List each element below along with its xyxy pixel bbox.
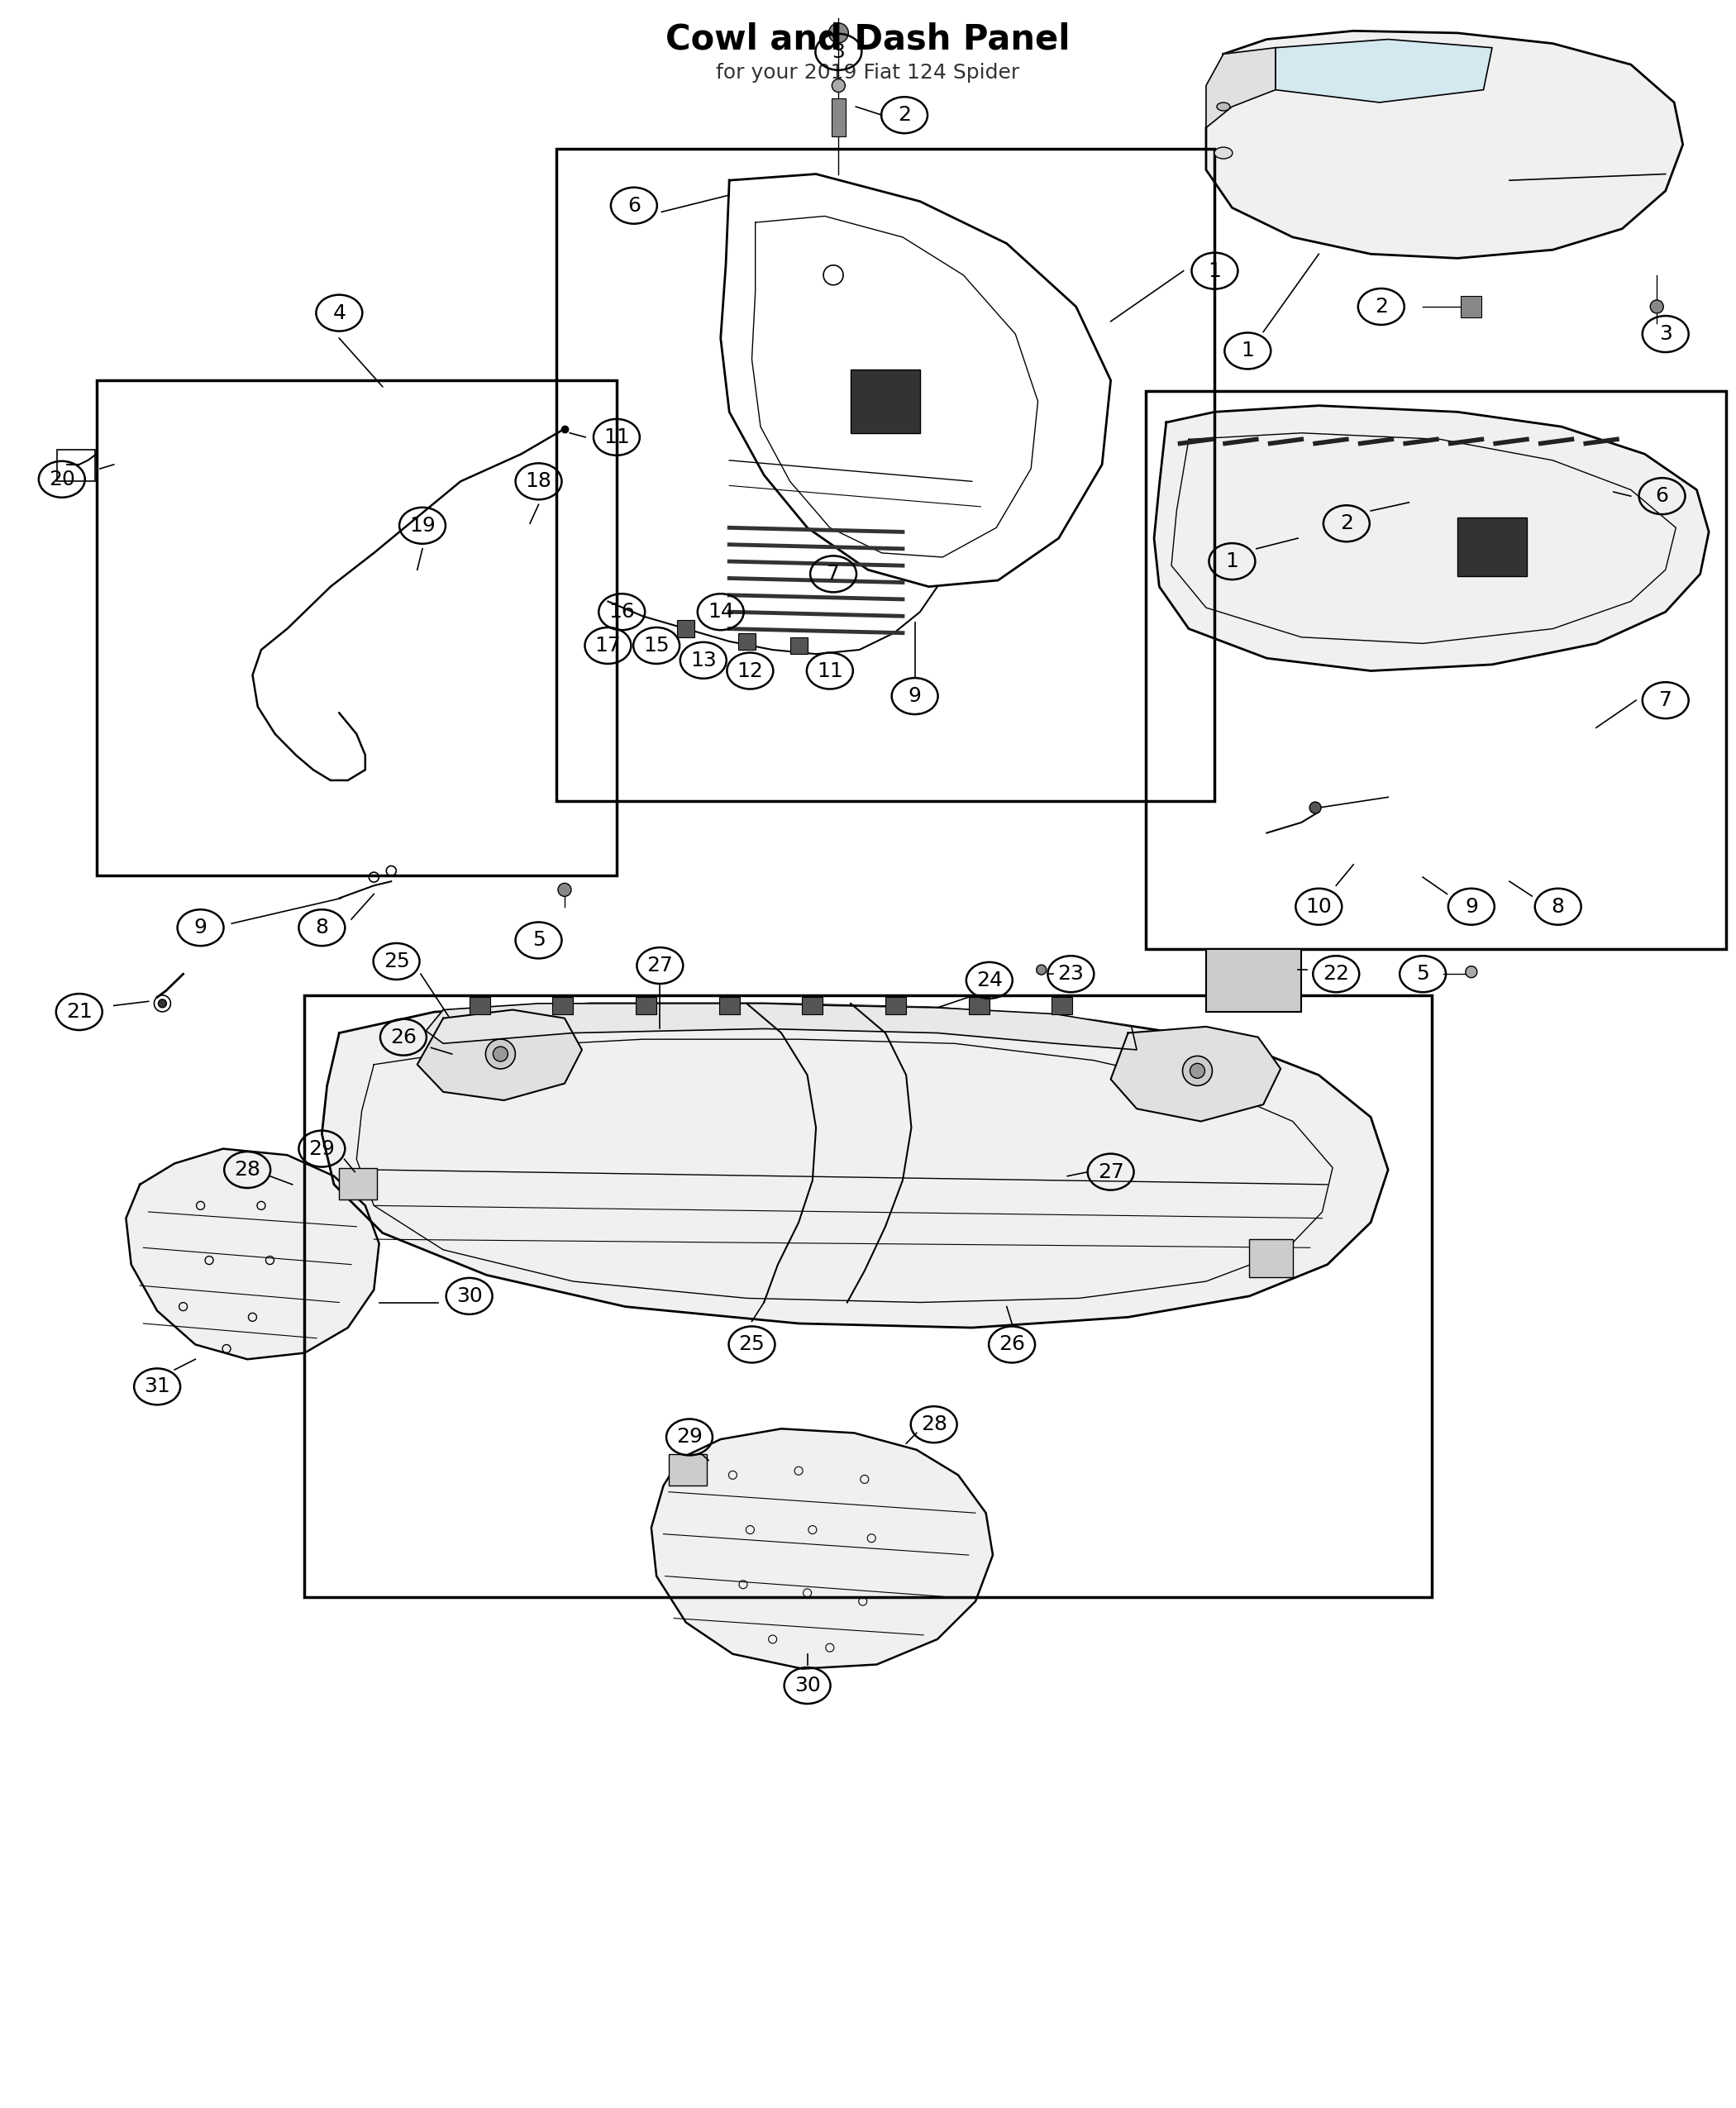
Polygon shape <box>651 1429 993 1670</box>
Bar <box>790 637 807 653</box>
Text: 4: 4 <box>333 304 345 323</box>
Bar <box>832 99 845 137</box>
Text: 14: 14 <box>708 603 734 622</box>
Bar <box>57 449 95 481</box>
Text: 9: 9 <box>908 687 922 706</box>
Polygon shape <box>127 1149 378 1360</box>
Circle shape <box>1651 299 1663 314</box>
Circle shape <box>1182 1056 1212 1086</box>
Bar <box>738 632 755 649</box>
Ellipse shape <box>1213 148 1233 158</box>
Bar <box>719 997 740 1014</box>
Text: 5: 5 <box>1417 963 1429 984</box>
Text: 2: 2 <box>898 105 911 124</box>
Text: 27: 27 <box>1097 1162 1123 1183</box>
Text: 21: 21 <box>66 1001 92 1022</box>
Circle shape <box>486 1039 516 1069</box>
Bar <box>552 997 573 1014</box>
Polygon shape <box>1111 1027 1281 1121</box>
Text: 6: 6 <box>1656 487 1668 506</box>
Text: 28: 28 <box>920 1414 948 1433</box>
Bar <box>556 150 1215 801</box>
Bar <box>304 995 1432 1598</box>
Text: 26: 26 <box>998 1334 1026 1355</box>
Text: 11: 11 <box>816 662 844 681</box>
Circle shape <box>557 883 571 896</box>
Polygon shape <box>425 1003 1137 1050</box>
Text: 10: 10 <box>1305 896 1332 917</box>
Text: 16: 16 <box>609 603 635 622</box>
Bar <box>1462 295 1483 316</box>
Text: 9: 9 <box>1465 896 1477 917</box>
Bar <box>339 1168 377 1199</box>
Bar <box>668 1455 707 1486</box>
Text: 27: 27 <box>648 955 674 976</box>
Text: 5: 5 <box>533 930 545 951</box>
Text: Cowl and Dash Panel: Cowl and Dash Panel <box>665 21 1071 57</box>
Bar <box>1207 949 1302 1012</box>
Text: 1: 1 <box>1241 341 1253 360</box>
Text: 31: 31 <box>144 1377 170 1395</box>
Text: 6: 6 <box>627 196 641 215</box>
Text: 11: 11 <box>604 428 630 447</box>
Polygon shape <box>1154 405 1708 670</box>
Bar <box>885 997 906 1014</box>
Text: 25: 25 <box>384 951 410 972</box>
Bar <box>1052 997 1073 1014</box>
Circle shape <box>1465 965 1477 978</box>
Text: for your 2019 Fiat 124 Spider: for your 2019 Fiat 124 Spider <box>717 63 1019 82</box>
Polygon shape <box>1276 40 1493 103</box>
Text: 12: 12 <box>738 662 764 681</box>
Polygon shape <box>417 1010 582 1100</box>
Bar <box>677 620 694 637</box>
Text: 9: 9 <box>194 917 207 938</box>
Text: 2: 2 <box>1340 514 1352 533</box>
Text: 1: 1 <box>1226 552 1240 571</box>
Text: 30: 30 <box>457 1286 483 1307</box>
Text: 29: 29 <box>677 1427 703 1446</box>
Text: 7: 7 <box>826 565 840 584</box>
Circle shape <box>1189 1062 1205 1079</box>
Text: 1: 1 <box>1208 261 1222 280</box>
Text: 20: 20 <box>49 470 75 489</box>
Polygon shape <box>1207 32 1682 259</box>
Text: 3: 3 <box>832 42 845 61</box>
Circle shape <box>1309 801 1321 814</box>
Text: 29: 29 <box>309 1138 335 1159</box>
Text: 26: 26 <box>391 1027 417 1048</box>
Bar <box>97 379 616 875</box>
Text: 22: 22 <box>1323 963 1349 984</box>
Bar <box>1458 516 1526 575</box>
Circle shape <box>158 999 167 1008</box>
Text: 25: 25 <box>740 1334 766 1355</box>
Circle shape <box>832 78 845 93</box>
Polygon shape <box>321 1003 1389 1328</box>
Text: 28: 28 <box>234 1159 260 1180</box>
Text: 15: 15 <box>644 637 670 656</box>
Text: 30: 30 <box>793 1676 821 1695</box>
Text: 19: 19 <box>410 516 436 535</box>
Circle shape <box>1036 965 1047 974</box>
Text: 23: 23 <box>1057 963 1083 984</box>
Ellipse shape <box>1217 103 1231 112</box>
Text: 17: 17 <box>595 637 621 656</box>
Text: 8: 8 <box>316 917 328 938</box>
Bar <box>969 997 990 1014</box>
Text: 3: 3 <box>1660 325 1672 344</box>
Text: 7: 7 <box>1660 691 1672 710</box>
Bar <box>469 997 490 1014</box>
Bar <box>802 997 823 1014</box>
Bar <box>851 369 920 432</box>
Text: 24: 24 <box>976 970 1003 991</box>
Text: 13: 13 <box>691 651 717 670</box>
Bar <box>1250 1240 1293 1277</box>
Bar <box>635 997 656 1014</box>
Bar <box>1146 390 1726 949</box>
Text: 8: 8 <box>1552 896 1564 917</box>
Circle shape <box>828 23 849 42</box>
Text: 18: 18 <box>526 472 552 491</box>
Text: 2: 2 <box>1375 297 1387 316</box>
Circle shape <box>493 1046 509 1062</box>
Polygon shape <box>1207 48 1276 129</box>
